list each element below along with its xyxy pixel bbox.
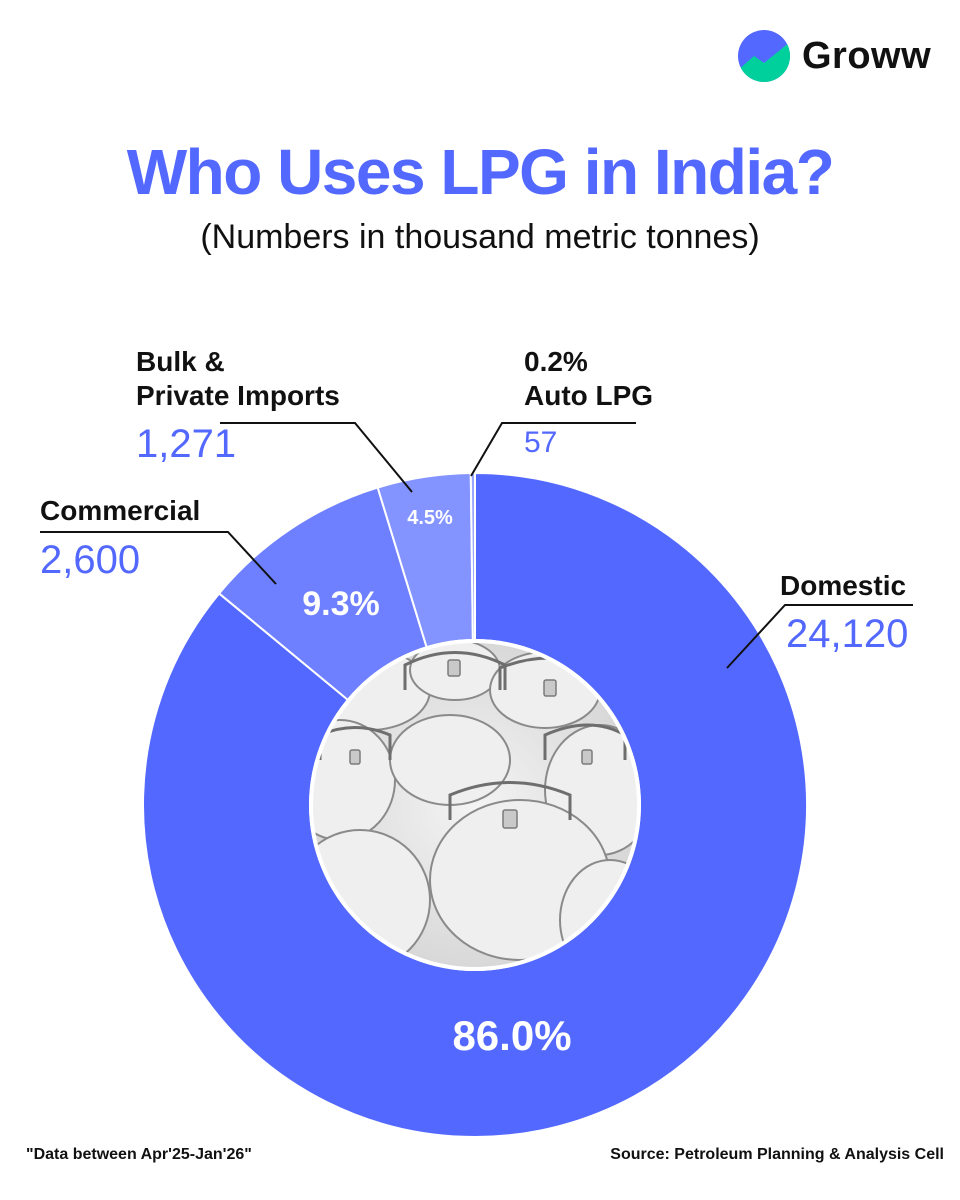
label-domestic: Domestic (780, 570, 907, 601)
footer-source: Source: Petroleum Planning & Analysis Ce… (610, 1146, 944, 1163)
label-auto: Auto LPG (524, 380, 654, 411)
leader-line-auto (470, 422, 636, 477)
page-title: Who Uses LPG in India? (126, 136, 835, 208)
label-bulk-line2: Private Imports (136, 380, 340, 411)
pct-commercial: 9.3% (302, 585, 380, 623)
label-auto-pct: 0.2% (524, 346, 588, 377)
pct-bulk: 4.5% (407, 507, 453, 529)
value-auto: 57 (524, 426, 558, 459)
leader-line-domestic (726, 604, 913, 669)
leader-line-commercial (40, 531, 277, 585)
groww-logo-icon (738, 30, 790, 82)
label-bulk-line1: Bulk & (136, 346, 225, 377)
brand: Groww (738, 30, 931, 82)
value-bulk: 1,271 (136, 422, 237, 466)
label-commercial: Commercial (40, 495, 201, 526)
page-subtitle: (Numbers in thousand metric tonnes) (200, 218, 760, 256)
value-commercial: 2,600 (40, 538, 141, 582)
brand-name: Groww (802, 34, 932, 77)
value-domestic: 24,120 (786, 612, 909, 656)
footer-note: "Data between Apr'25-Jan'26" (26, 1146, 252, 1163)
pct-domestic: 86.0% (452, 1012, 571, 1059)
leader-line-bulk (220, 422, 413, 493)
